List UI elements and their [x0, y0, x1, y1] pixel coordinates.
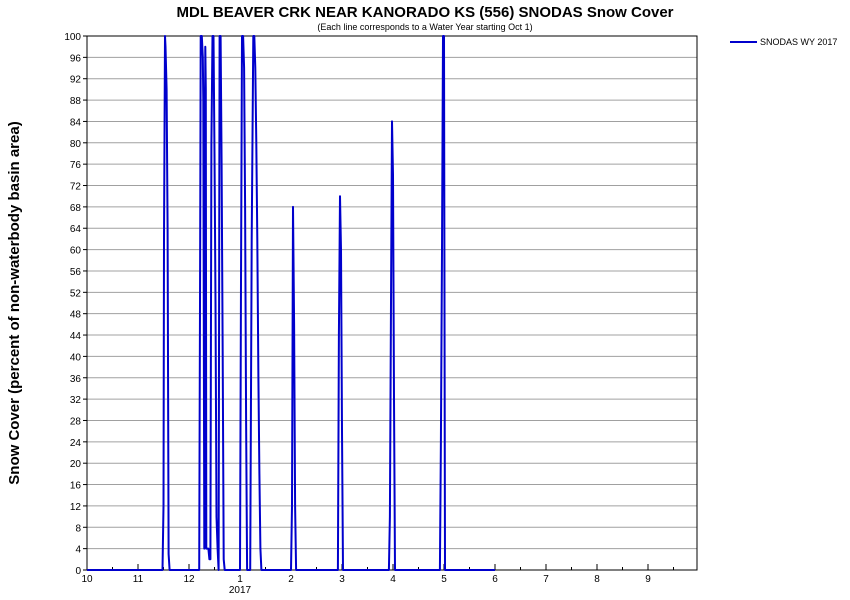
- y-tick-label: 8: [75, 523, 81, 534]
- y-tick-label: 48: [70, 310, 82, 321]
- series-lines: [87, 35, 495, 571]
- y-tick-label: 16: [70, 481, 82, 492]
- series-line: [87, 35, 495, 571]
- x-tick-label: 7: [543, 574, 549, 585]
- x-tick-label: 4: [390, 574, 396, 585]
- y-tick-label: 80: [70, 139, 82, 150]
- y-tick-label: 24: [70, 438, 82, 449]
- y-tick-label: 40: [70, 352, 82, 363]
- x-tick-label: 5: [441, 574, 447, 585]
- y-tick-label: 28: [70, 416, 82, 427]
- x-tick-label: 11: [133, 574, 144, 585]
- x-tick-label: 12: [183, 574, 195, 585]
- y-tick-label: 12: [70, 502, 82, 513]
- y-tick-label: 96: [70, 53, 82, 64]
- y-tick-label: 52: [70, 288, 82, 299]
- y-tick-label: 64: [70, 224, 82, 235]
- y-tick-label: 84: [70, 117, 82, 128]
- y-tick-label: 44: [70, 331, 82, 342]
- y-axis-ticks: 0481216202428323640444852566064687276808…: [64, 32, 87, 577]
- legend: SNODAS WY 2017: [730, 37, 837, 47]
- y-tick-label: 20: [70, 459, 82, 470]
- y-tick-label: 72: [70, 182, 82, 193]
- x-tick-label: 1: [237, 574, 243, 585]
- legend-label: SNODAS WY 2017: [760, 37, 837, 47]
- chart-title: MDL BEAVER CRK NEAR KANORADO KS (556) SN…: [177, 4, 674, 21]
- x-tick-label: 10: [81, 574, 93, 585]
- y-tick-label: 32: [70, 395, 82, 406]
- y-tick-label: 100: [64, 32, 81, 43]
- x-year-label: 2017: [229, 585, 252, 596]
- y-tick-label: 0: [75, 566, 81, 577]
- x-tick-label: 8: [594, 574, 600, 585]
- y-tick-label: 92: [70, 75, 82, 86]
- plot-area-frame: [86, 35, 698, 571]
- y-tick-label: 56: [70, 267, 82, 278]
- y-axis-label: Snow Cover (percent of non-waterbody bas…: [6, 121, 23, 484]
- y-tick-label: 60: [70, 246, 82, 257]
- y-tick-label: 88: [70, 96, 82, 107]
- x-tick-label: 9: [645, 574, 651, 585]
- y-tick-label: 4: [75, 545, 81, 556]
- y-tick-label: 68: [70, 203, 82, 214]
- x-tick-label: 6: [492, 574, 498, 585]
- y-tick-label: 76: [70, 160, 82, 171]
- chart-subtitle: (Each line corresponds to a Water Year s…: [317, 22, 532, 32]
- x-tick-label: 2: [288, 574, 294, 585]
- x-tick-label: 3: [339, 574, 345, 585]
- y-tick-label: 36: [70, 374, 82, 385]
